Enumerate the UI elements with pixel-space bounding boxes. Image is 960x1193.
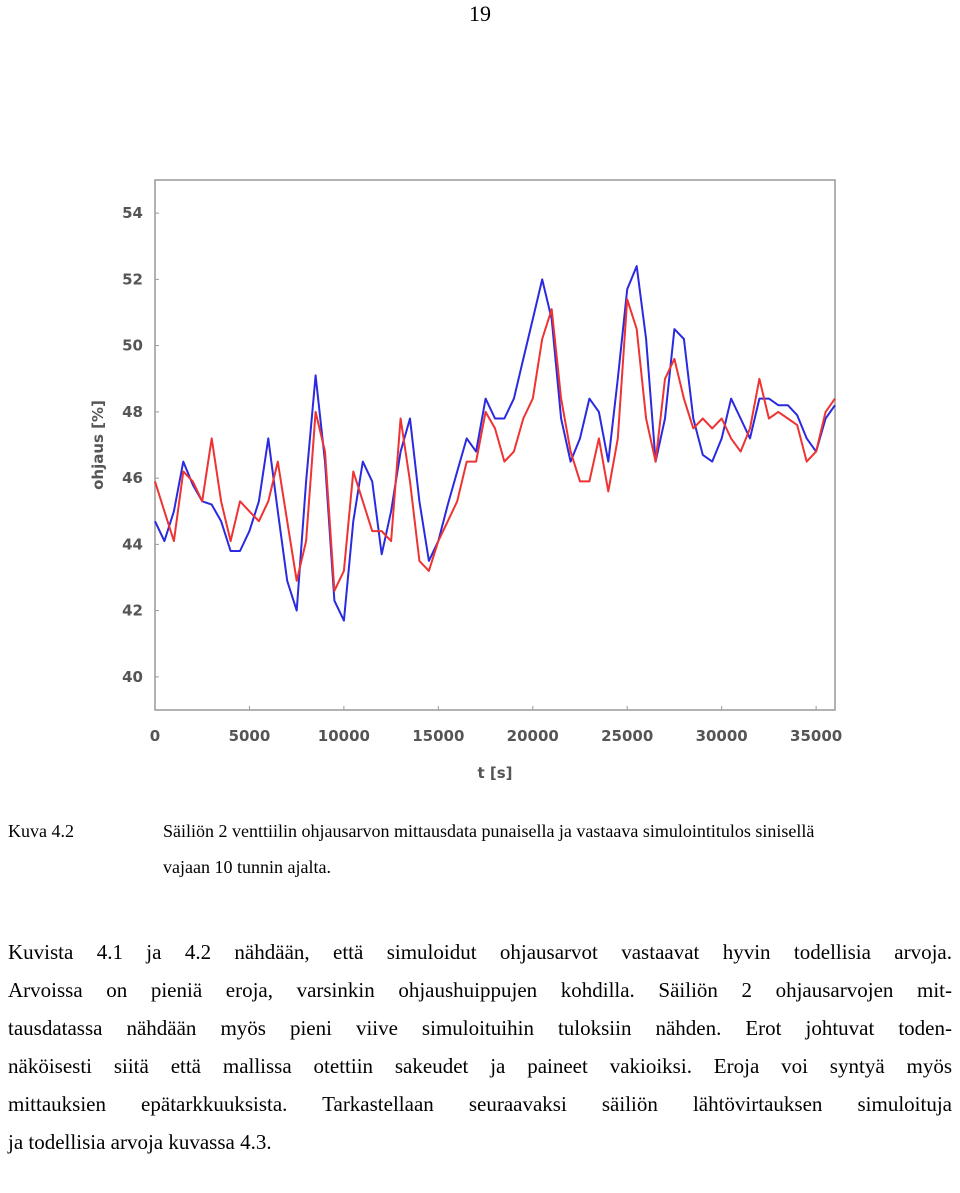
y-tick-label: 44 <box>122 535 143 553</box>
y-tick-label: 40 <box>122 668 143 686</box>
x-tick-label: 30000 <box>696 727 748 745</box>
y-tick-label: 52 <box>122 270 143 288</box>
x-tick-label: 0 <box>150 727 160 745</box>
x-axis-label: t [s] <box>477 764 512 782</box>
x-tick-label: 35000 <box>790 727 842 745</box>
y-tick-label: 54 <box>122 204 143 222</box>
y-axis-label: ohjaus [%] <box>89 400 107 490</box>
y-tick-label: 42 <box>122 602 143 620</box>
data-line <box>154 265 836 622</box>
x-tick-label: 25000 <box>601 727 653 745</box>
paragraph-line: Kuvista 4.1 ja 4.2 nähdään, että simuloi… <box>8 940 952 964</box>
x-tick-label: 15000 <box>412 727 464 745</box>
x-tick-label: 10000 <box>318 727 370 745</box>
x-tick-label: 5000 <box>229 727 271 745</box>
caption-text: Säiliön 2 venttiilin ohjausarvon mittaus… <box>163 821 815 841</box>
paragraph-line: mittauksien epätarkkuuksista. Tarkastell… <box>8 1092 952 1116</box>
paragraph-line: tausdatassa nähdään myös pieni viive sim… <box>8 1016 952 1040</box>
caption-text: vajaan 10 tunnin ajalta. <box>163 857 331 877</box>
chart: t [s] ohjaus [%] 40 42 44 46 48 50 52 54 0 5000 10… <box>89 179 842 782</box>
y-tick-label: 48 <box>122 403 143 421</box>
paragraph-line: ja todellisia arvoja kuvassa 4.3. <box>8 1130 272 1154</box>
page-number: 19 <box>469 1 491 26</box>
paragraph-line: näköisesti siitä että mallissa otettiin … <box>8 1054 952 1078</box>
y-tick-label: 50 <box>122 337 143 355</box>
data-line <box>154 298 836 592</box>
x-tick-label: 20000 <box>507 727 559 745</box>
plot-frame <box>154 179 836 711</box>
paragraph-line: Arvoissa on pieniä eroja, varsinkin ohja… <box>8 978 952 1002</box>
caption-label: Kuva 4.2 <box>8 821 74 841</box>
y-tick-label: 46 <box>122 469 143 487</box>
